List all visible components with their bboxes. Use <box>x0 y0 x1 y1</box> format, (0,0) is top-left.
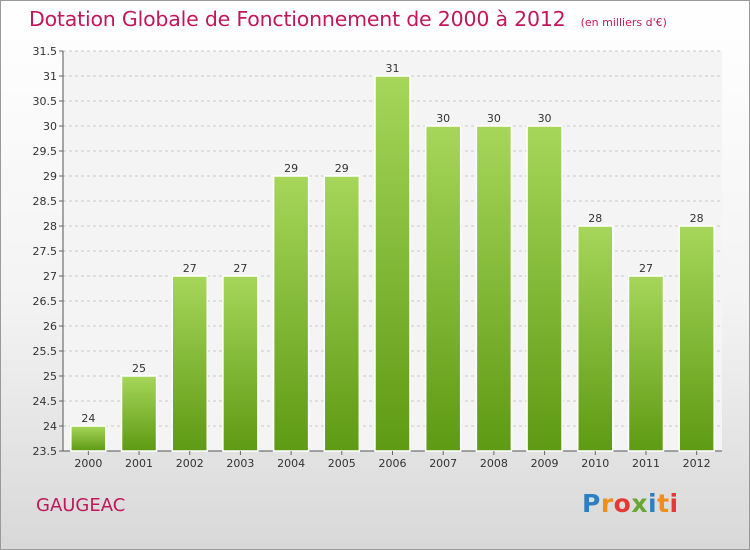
chart-header: Dotation Globale de Fonctionnement de 20… <box>29 7 667 31</box>
value-label: 29 <box>335 162 349 175</box>
y-tick-label: 28.5 <box>33 195 58 208</box>
bar-2004 <box>272 175 310 452</box>
x-tick-label: 2004 <box>277 457 305 470</box>
x-tick-label: 2000 <box>74 457 102 470</box>
logo-letter: P <box>582 489 601 518</box>
value-label: 30 <box>538 112 552 125</box>
bar-2003 <box>222 275 259 452</box>
x-tick-label: 2006 <box>379 457 407 470</box>
y-tick-label: 24 <box>43 420 57 433</box>
y-tick-label: 29.5 <box>33 145 58 158</box>
bar-2009 <box>526 125 563 452</box>
bar-2008 <box>475 125 513 452</box>
x-tick-label: 2002 <box>176 457 204 470</box>
x-tick-label: 2008 <box>480 457 508 470</box>
logo-letter: t <box>657 489 670 518</box>
chart-subtitle: (en milliers d'€) <box>580 16 667 29</box>
y-tick-label: 28 <box>43 220 57 233</box>
chart-title: Dotation Globale de Fonctionnement de 20… <box>29 7 566 31</box>
y-tick-label: 31.5 <box>33 45 58 58</box>
commune-name: GAUGEAC <box>36 495 126 516</box>
y-tick-label: 23.5 <box>33 445 58 458</box>
bar-2005 <box>323 175 361 452</box>
bar-2007 <box>424 125 462 452</box>
y-tick-label: 25 <box>43 370 57 383</box>
value-label: 28 <box>588 212 602 225</box>
value-label: 31 <box>386 62 400 75</box>
logo-letter: i <box>648 489 658 518</box>
logo-letter: i <box>669 489 679 518</box>
bar-2001 <box>120 375 158 452</box>
logo-letter: x <box>631 489 648 518</box>
x-tick-label: 2011 <box>632 457 660 470</box>
x-tick-label: 2001 <box>125 457 153 470</box>
value-label: 29 <box>284 162 298 175</box>
x-tick-label: 2007 <box>429 457 457 470</box>
value-label: 27 <box>183 262 197 275</box>
y-tick-label: 27 <box>43 270 57 283</box>
logo-letter: o <box>613 489 632 518</box>
y-tick-label: 30.5 <box>33 95 58 108</box>
x-tick-label: 2012 <box>683 457 711 470</box>
bar-2010 <box>577 225 614 452</box>
x-tick-label: 2010 <box>581 457 609 470</box>
logo-letter: r <box>600 489 614 518</box>
y-tick-label: 27.5 <box>33 245 58 258</box>
bar-2000 <box>70 425 107 452</box>
value-label: 27 <box>233 262 247 275</box>
value-label: 27 <box>639 262 653 275</box>
y-tick-label: 29 <box>43 170 57 183</box>
x-tick-label: 2005 <box>328 457 356 470</box>
y-tick-label: 24.5 <box>33 395 58 408</box>
y-tick-label: 26.5 <box>33 295 58 308</box>
x-tick-label: 2009 <box>531 457 559 470</box>
bar-2011 <box>627 275 665 452</box>
y-tick-label: 25.5 <box>33 345 58 358</box>
x-tick-label: 2003 <box>226 457 254 470</box>
y-tick-label: 30 <box>43 120 57 133</box>
value-label: 30 <box>487 112 501 125</box>
proxiti-logo[interactable]: Proxiti <box>582 489 679 518</box>
bar-2006 <box>374 75 411 452</box>
value-label: 28 <box>690 212 704 225</box>
value-label: 25 <box>132 362 146 375</box>
bar-2002 <box>171 275 208 452</box>
y-tick-label: 31 <box>43 70 57 83</box>
bar-2012 <box>678 225 715 452</box>
value-label: 30 <box>436 112 450 125</box>
value-label: 24 <box>81 412 95 425</box>
y-tick-label: 26 <box>43 320 57 333</box>
